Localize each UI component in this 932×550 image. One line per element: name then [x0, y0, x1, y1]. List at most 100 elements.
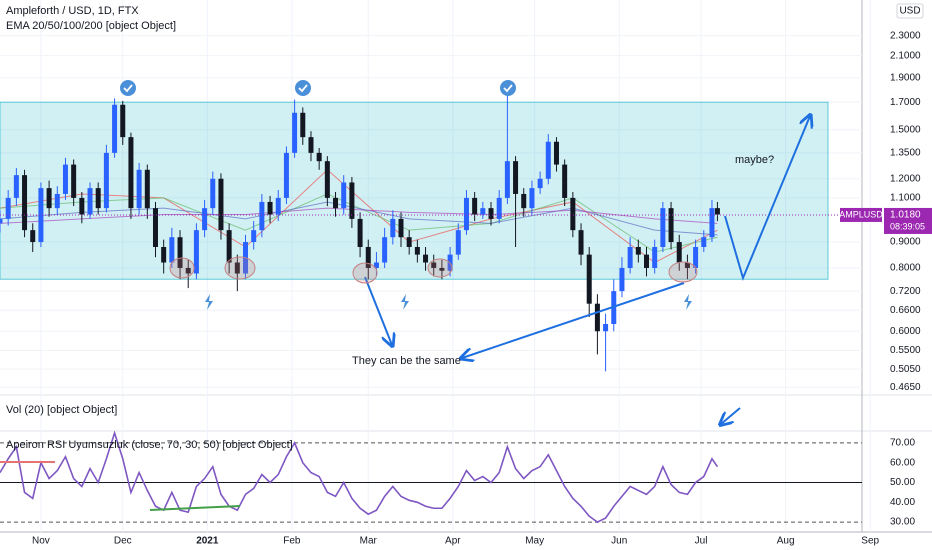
y-tick-label: 1.3500: [890, 148, 921, 159]
candle-body: [504, 161, 510, 198]
y-tick-label: 0.8000: [890, 263, 921, 274]
candle-body: [316, 152, 322, 162]
check-icon: [500, 80, 516, 96]
currency-box[interactable]: [896, 3, 924, 19]
ema-line: [0, 193, 718, 253]
candle-body: [169, 237, 175, 263]
ema-line: [0, 207, 718, 224]
candle-body: [275, 197, 281, 215]
candle-body: [496, 197, 502, 219]
candle-body: [62, 164, 68, 194]
candle-body: [709, 208, 715, 238]
candle-body: [341, 182, 347, 209]
y-tick-label: 0.5500: [890, 345, 921, 356]
candle-body: [308, 137, 314, 153]
candle-body: [382, 237, 388, 263]
candle-body: [423, 254, 429, 263]
x-tick-label: Nov: [32, 536, 50, 547]
candle-body: [684, 262, 690, 268]
candle-body: [529, 188, 535, 209]
candle-body: [30, 230, 36, 243]
rsi-tick-label: 70.00: [890, 438, 915, 449]
candle-body: [472, 197, 478, 215]
y-tick-label: 0.5050: [890, 364, 921, 375]
y-tick-label: 0.6000: [890, 326, 921, 337]
x-tick-label: Aug: [777, 536, 795, 547]
arrow: [364, 276, 392, 345]
candle-body: [234, 262, 240, 274]
candle-body: [259, 201, 265, 231]
rsi-tick-label: 50.00: [890, 477, 915, 488]
y-tick-label: 1.5000: [890, 124, 921, 135]
lightning-icon: [205, 294, 213, 310]
low-circle: [169, 257, 195, 279]
candle-body: [112, 104, 118, 153]
low-circle: [224, 256, 256, 280]
candle-body: [202, 208, 208, 231]
x-tick-label: Sep: [861, 536, 879, 547]
candle-body: [701, 237, 707, 247]
background-layer: [0, 0, 932, 533]
candle-body: [644, 254, 649, 268]
divergence-line: [149, 505, 241, 511]
check-tick: [298, 84, 308, 93]
y-tick-label: 1.7000: [890, 97, 921, 108]
candle-body: [357, 218, 363, 247]
candle-body: [455, 230, 461, 255]
candle-body: [283, 152, 289, 198]
candle-body: [5, 197, 11, 219]
x-tick-label: Mar: [360, 536, 378, 547]
x-tick-label: May: [525, 536, 544, 547]
candle-body: [333, 197, 339, 209]
candle-body: [251, 230, 257, 243]
candle-body: [79, 197, 85, 215]
candle-body: [103, 152, 109, 209]
candle-body: [128, 137, 134, 209]
candle-body: [226, 230, 232, 263]
candle-body: [513, 161, 519, 194]
x-tick-label: 2021: [196, 536, 219, 547]
low-circle: [427, 258, 453, 278]
candle-body: [373, 262, 379, 268]
candle-body: [46, 188, 52, 209]
candle-body: [594, 303, 600, 332]
y-tick-label: 2.1000: [890, 50, 921, 61]
candle-body: [414, 246, 420, 255]
candle-body: [95, 188, 101, 209]
y-tick-label: 2.3000: [890, 30, 921, 41]
candle-body: [693, 246, 699, 268]
check-tick: [503, 84, 513, 93]
symbol-tag: [840, 207, 882, 222]
annotation: maybe?: [735, 154, 774, 166]
lightning-icon: [401, 294, 409, 310]
x-tick-label: Jun: [611, 536, 627, 547]
candle-body: [603, 324, 609, 332]
candle-body: [365, 246, 371, 268]
candle-body: [627, 246, 633, 268]
check-tick: [123, 84, 133, 93]
y-tick-label: 1.2000: [890, 173, 921, 184]
candle-body: [54, 193, 60, 209]
y-tick-label: 0.7200: [890, 286, 921, 297]
price-tag: [884, 207, 932, 234]
y-tick-label: 1.1000: [890, 193, 921, 204]
symbol-title: Ampleforth / USD, 1D, FTX: [6, 5, 139, 17]
candle-body: [152, 208, 158, 247]
x-tick-label: Jul: [695, 536, 708, 547]
x-tick-label: Dec: [114, 536, 132, 547]
candle-body: [431, 262, 437, 268]
candle-body: [545, 141, 551, 179]
candle-body: [218, 178, 224, 231]
candle-body: [144, 169, 150, 209]
arrow: [462, 282, 685, 358]
candle-body: [480, 208, 486, 215]
candle-body: [120, 104, 126, 138]
lightning-icon: [684, 294, 692, 310]
candle-body: [537, 178, 543, 189]
currency[interactable]: USD: [899, 6, 920, 17]
candle-body: [38, 188, 44, 243]
low-circle: [352, 262, 378, 284]
candle-body: [652, 246, 658, 268]
indicator-label: EMA 20/50/100/200 [object Object]: [6, 20, 176, 32]
